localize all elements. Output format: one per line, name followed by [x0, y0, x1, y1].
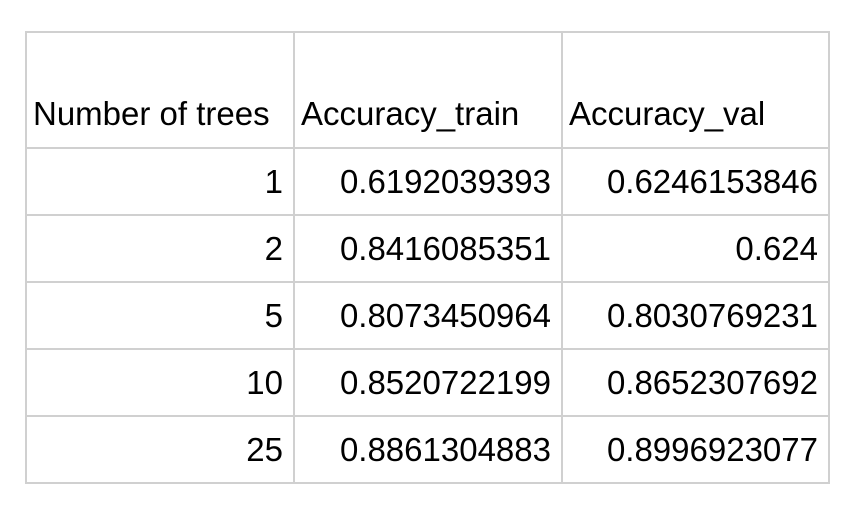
header-cell-accuracy-val[interactable]: Accuracy_val — [561, 31, 830, 149]
cell-accuracy-val[interactable]: 0.8652307692 — [561, 348, 830, 417]
cell-accuracy-val[interactable]: 0.8996923077 — [561, 415, 830, 484]
cell-accuracy-train[interactable]: 0.8073450964 — [293, 281, 563, 350]
table-row: 25 0.8861304883 0.8996923077 — [25, 415, 830, 484]
cell-number-of-trees[interactable]: 2 — [25, 214, 295, 283]
table-row: 1 0.6192039393 0.6246153846 — [25, 147, 830, 216]
header-cell-accuracy-train[interactable]: Accuracy_train — [293, 31, 563, 149]
cell-number-of-trees[interactable]: 5 — [25, 281, 295, 350]
cell-accuracy-val[interactable]: 0.6246153846 — [561, 147, 830, 216]
cell-accuracy-train[interactable]: 0.6192039393 — [293, 147, 563, 216]
cell-accuracy-train[interactable]: 0.8520722199 — [293, 348, 563, 417]
cell-accuracy-val[interactable]: 0.8030769231 — [561, 281, 830, 350]
cell-number-of-trees[interactable]: 1 — [25, 147, 295, 216]
results-table: Number of trees Accuracy_train Accuracy_… — [25, 31, 830, 484]
cell-number-of-trees[interactable]: 10 — [25, 348, 295, 417]
table-row: 10 0.8520722199 0.8652307692 — [25, 348, 830, 417]
table-row: 2 0.8416085351 0.624 — [25, 214, 830, 283]
cell-accuracy-train[interactable]: 0.8416085351 — [293, 214, 563, 283]
cell-accuracy-val[interactable]: 0.624 — [561, 214, 830, 283]
header-cell-number-of-trees[interactable]: Number of trees — [25, 31, 295, 149]
header-row: Number of trees Accuracy_train Accuracy_… — [25, 31, 830, 149]
cell-accuracy-train[interactable]: 0.8861304883 — [293, 415, 563, 484]
table-row: 5 0.8073450964 0.8030769231 — [25, 281, 830, 350]
cell-number-of-trees[interactable]: 25 — [25, 415, 295, 484]
